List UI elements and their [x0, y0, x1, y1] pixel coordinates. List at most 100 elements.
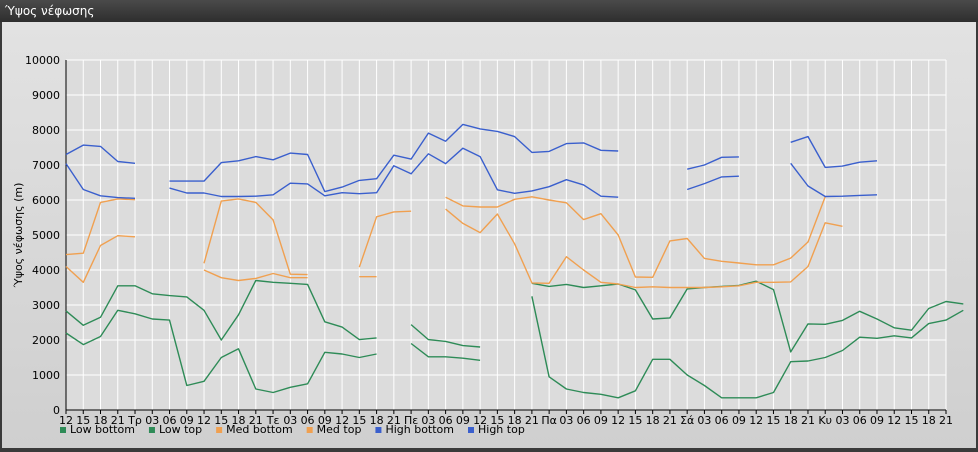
x-tick-label: 21 [801, 414, 815, 427]
series-line-0 [410, 342, 481, 361]
x-tick-label: Τρ [127, 414, 142, 427]
x-tick-label: 03 [283, 414, 297, 427]
x-tick-label: 12 [611, 414, 625, 427]
x-tick-label: 15 [214, 414, 228, 427]
x-tick-label: 21 [111, 414, 125, 427]
x-tick-label: 15 [904, 414, 918, 427]
x-tick-label: 15 [352, 414, 366, 427]
series-line-3 [65, 198, 136, 256]
x-tick-label: 12 [59, 414, 73, 427]
x-tick-label: 09 [318, 414, 332, 427]
x-tick-label: 06 [301, 414, 315, 427]
legend-label: High bottom [385, 423, 454, 436]
legend-swatch [148, 427, 155, 433]
series-line-4 [169, 147, 619, 198]
x-tick-label: 06 [715, 414, 729, 427]
y-tick-label: 10000 [25, 54, 60, 67]
x-tick-label: 18 [508, 414, 522, 427]
x-tick-label: 09 [594, 414, 608, 427]
series-line-3 [203, 198, 308, 276]
x-tick-label: 15 [766, 414, 780, 427]
series-line-3 [445, 196, 826, 279]
series-line-1 [410, 324, 481, 348]
x-tick-label: 03 [145, 414, 159, 427]
x-tick-label: 12 [749, 414, 763, 427]
series-line-5 [687, 156, 739, 170]
x-tick-label: 12 [887, 414, 901, 427]
x-tick-label: 18 [370, 414, 384, 427]
x-tick-label: 09 [732, 414, 746, 427]
x-tick-label: 21 [387, 414, 401, 427]
x-tick-label: 09 [456, 414, 470, 427]
x-tick-label: Κυ [818, 414, 832, 427]
series-line-1 [531, 280, 964, 353]
x-tick-label: 03 [559, 414, 573, 427]
legend-label: Med top [317, 423, 362, 436]
y-tick-label: 3000 [32, 299, 60, 312]
x-tick-label: 12 [197, 414, 211, 427]
y-tick-label: 6000 [32, 194, 60, 207]
series-line-5 [169, 123, 619, 193]
x-tick-label: 18 [232, 414, 246, 427]
legend-swatch [216, 427, 223, 433]
series-line-1 [65, 279, 377, 341]
y-axis-label: Ύψος νέφωσης (m) [12, 183, 25, 289]
x-tick-label: Σά [680, 414, 694, 427]
legend-swatch [306, 427, 313, 433]
x-tick-label: 21 [249, 414, 263, 427]
y-tick-label: 1000 [32, 369, 60, 382]
y-tick-label: 5000 [32, 229, 60, 242]
legend-label: Low bottom [70, 423, 135, 436]
x-tick-label: 06 [853, 414, 867, 427]
series-line-5 [790, 135, 878, 169]
series-line-2 [445, 208, 843, 289]
x-tick-label: 09 [180, 414, 194, 427]
x-tick-label: Πα [541, 414, 557, 427]
x-tick-label: 06 [577, 414, 591, 427]
x-tick-label: 03 [835, 414, 849, 427]
x-tick-label: 21 [939, 414, 953, 427]
x-tick-label: 12 [335, 414, 349, 427]
y-tick-label: 8000 [32, 124, 60, 137]
x-tick-label: 06 [163, 414, 177, 427]
x-tick-label: Πε [404, 414, 418, 427]
y-tick-label: 7000 [32, 159, 60, 172]
legend-label: High top [478, 423, 525, 436]
y-tick-label: 9000 [32, 89, 60, 102]
x-tick-label: 18 [94, 414, 108, 427]
series-line-5 [65, 144, 136, 164]
y-tick-label: 4000 [32, 264, 60, 277]
chart-panel: 0 1000 2000 3000 4000 5000 6000 7000 8000 9000 100… [2, 22, 976, 448]
window-title: Ύψος νέφωσης [5, 4, 95, 18]
legend-label: Low top [159, 423, 202, 436]
x-tick-label: 15 [76, 414, 90, 427]
x-tick-label: Τε [266, 414, 280, 427]
legend-swatch [60, 427, 66, 433]
series-line-4 [65, 163, 136, 199]
cloud-height-chart: 0 1000 2000 3000 4000 5000 6000 7000 8000 9000 100… [12, 54, 964, 436]
x-tick-label: 03 [421, 414, 435, 427]
x-tick-label: 15 [490, 414, 504, 427]
x-tick-label: 21 [525, 414, 539, 427]
series-line-3 [358, 210, 412, 268]
x-tick-label: 18 [922, 414, 936, 427]
series-line-2 [203, 269, 308, 282]
x-tick-label: 09 [870, 414, 884, 427]
x-tick-label: 18 [646, 414, 660, 427]
x-tick-label: 15 [628, 414, 642, 427]
legend-swatch [468, 427, 474, 433]
y-tick-label: 0 [53, 404, 60, 417]
x-tick-label: 03 [697, 414, 711, 427]
series-line-0 [531, 296, 964, 399]
x-tick-label: 21 [663, 414, 677, 427]
series-line-4 [790, 162, 878, 198]
series-line-4 [686, 175, 739, 191]
x-tick-label: 06 [439, 414, 453, 427]
x-tick-label: 18 [784, 414, 798, 427]
legend-label: Med bottom [226, 423, 293, 436]
y-tick-label: 2000 [32, 334, 60, 347]
x-tick-label: 12 [473, 414, 487, 427]
series-line-2 [65, 234, 136, 283]
legend-swatch [375, 427, 382, 433]
